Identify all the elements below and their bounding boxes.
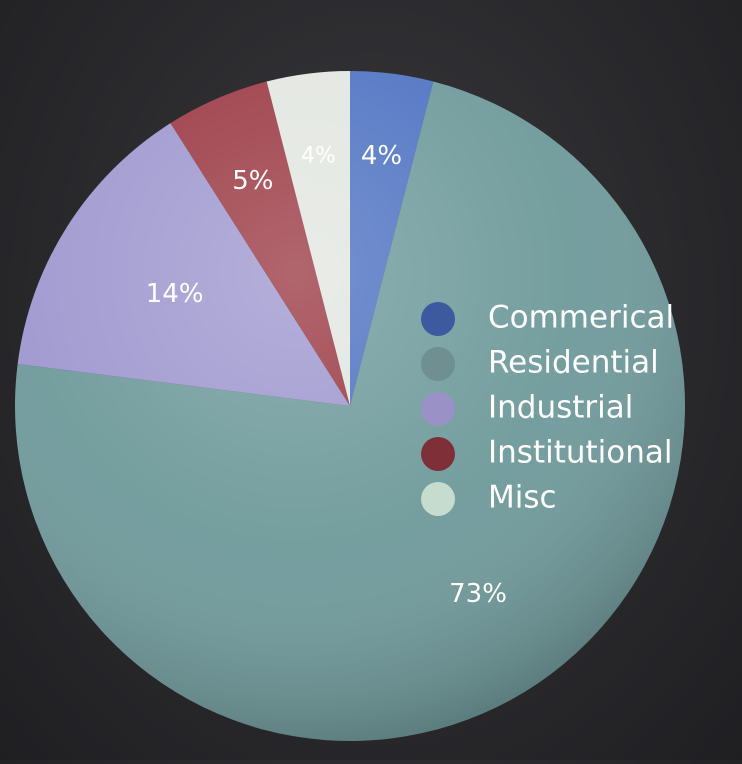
pie-data-labels: 4% 73% 14% 5% 4% (146, 141, 507, 609)
data-label-commerical: 4% (361, 141, 402, 171)
legend-label-industrial: Industrial (488, 390, 633, 426)
legend-label-residential: Residential (488, 345, 659, 381)
legend-label-commerical: Commerical (488, 300, 674, 336)
legend-swatch-commerical (421, 302, 455, 336)
legend-label-misc: Misc (488, 480, 557, 516)
legend-label-institutional: Institutional (488, 435, 673, 471)
data-label-misc: 4% (301, 144, 336, 169)
legend-swatch-misc (421, 482, 455, 516)
data-label-residential: 73% (449, 579, 507, 609)
legend-swatch-residential (421, 347, 455, 381)
data-label-industrial: 14% (146, 279, 204, 309)
legend-swatch-industrial (421, 392, 455, 426)
legend-swatch-institutional (421, 437, 455, 471)
legend: Commerical Residential Industrial Instituti… (421, 300, 674, 516)
data-label-institutional: 5% (232, 166, 273, 196)
